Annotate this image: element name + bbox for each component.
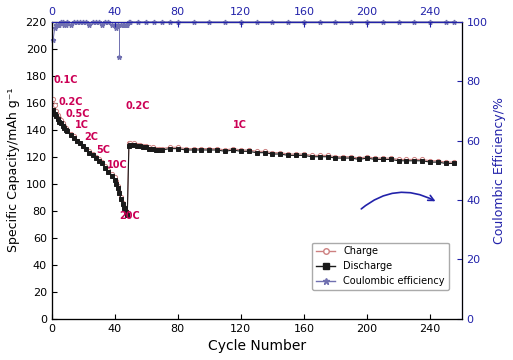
Text: 10C: 10C (107, 160, 128, 170)
Text: 1C: 1C (233, 120, 247, 130)
Text: 0.2C: 0.2C (58, 97, 83, 107)
Legend: Charge, Discharge, Coulombic efficiency: Charge, Discharge, Coulombic efficiency (312, 243, 448, 290)
Text: 5C: 5C (96, 145, 110, 156)
Text: 2C: 2C (85, 132, 98, 142)
Text: 20C: 20C (120, 211, 140, 221)
Text: 0.1C: 0.1C (53, 75, 77, 85)
X-axis label: Cycle Number: Cycle Number (208, 339, 306, 353)
Y-axis label: Specific Capacity/mAh g⁻¹: Specific Capacity/mAh g⁻¹ (7, 88, 20, 252)
Text: 0.2C: 0.2C (126, 101, 150, 111)
Text: 1C: 1C (75, 120, 89, 130)
Y-axis label: Coulombic Efficiency/%: Coulombic Efficiency/% (493, 97, 506, 244)
Text: 0.5C: 0.5C (66, 109, 90, 119)
